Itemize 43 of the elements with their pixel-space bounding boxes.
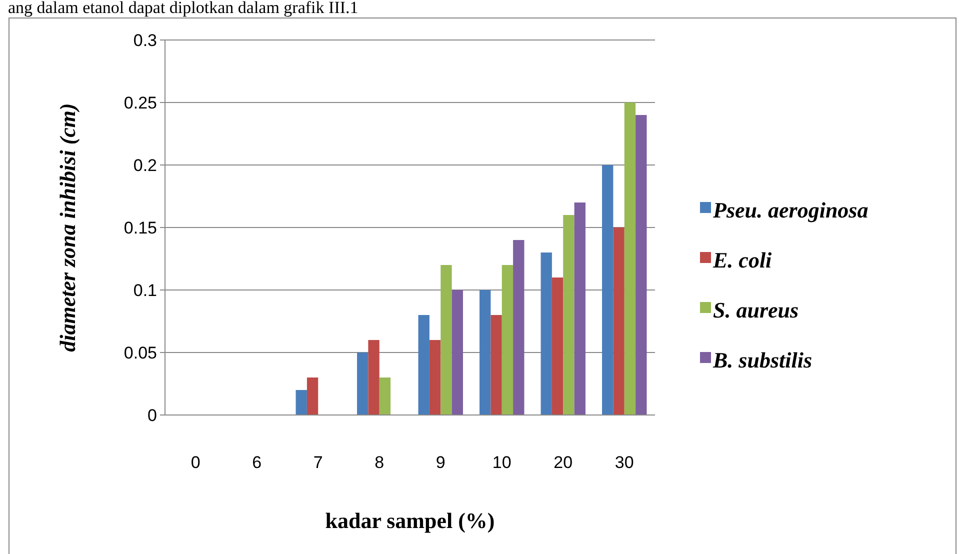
bar [296,390,307,415]
bar [306,378,318,415]
bar [636,115,647,415]
bar [368,340,380,415]
x-tick-label: 30 [614,453,634,472]
bar [540,252,552,415]
bar [563,215,574,415]
legend-label: S. aureus [713,298,799,323]
y-tick-label: 0 [148,406,157,425]
bar [480,290,491,415]
bar [602,165,614,415]
y-axis-title: diameter zona inhibisi (cm) [55,103,80,352]
bar [513,240,524,415]
legend-label: Pseu. aeroginosa [712,198,868,223]
x-tick-label: 0 [190,453,200,472]
x-tick-label: 20 [554,453,573,472]
y-tick-label: 0.15 [124,218,157,238]
bar [429,340,441,415]
y-tick-label: 0.1 [133,280,157,300]
x-tick-label: 7 [313,453,323,472]
bar [490,315,502,415]
legend-label: E. coli [712,248,773,273]
bar [502,265,514,415]
x-tick-label: 10 [492,453,512,472]
bar [613,228,624,415]
x-tick-label: 9 [436,453,446,472]
bar [624,102,636,415]
y-tick-label: 0.2 [133,156,157,175]
bar [552,278,564,415]
text: ang dalam etanol dapat diplotkan dalam grafik III.1 [8,0,358,17]
bar [452,290,463,415]
x-axis-title: kadar sampel (%) [325,508,495,533]
y-tick-label: 0.3 [133,30,157,50]
x-tick-label: 6 [252,453,262,472]
legend-label: B. substilis [712,348,812,373]
x-tick-label: 8 [374,453,384,472]
y-tick-label: 0.05 [124,343,157,362]
bar [357,352,368,415]
bar [418,315,430,415]
bar [440,265,452,415]
bar [574,202,586,415]
y-tick-label: 0.25 [124,93,157,112]
bar [379,378,391,415]
